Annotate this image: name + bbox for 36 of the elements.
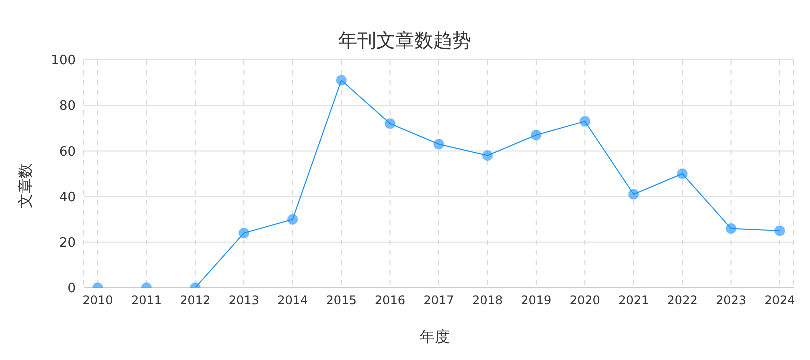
point: [336, 75, 348, 86]
chart-title: 年刊文章数趋势: [338, 29, 472, 54]
point: [530, 130, 542, 141]
y-tick-label: 40: [59, 190, 76, 206]
x-tick-label: 2012: [180, 294, 211, 308]
x-tick-label: 2021: [618, 294, 650, 308]
point: [482, 150, 494, 162]
point: [238, 228, 250, 239]
x-tick-label: 2017: [424, 294, 454, 308]
point: [774, 226, 786, 236]
y-tick-label: 80: [59, 99, 76, 114]
x-tick-label: 2020: [570, 294, 600, 308]
x-tick-label: 2010: [82, 294, 114, 308]
x-tick-label: 2015: [326, 294, 357, 308]
point: [726, 223, 737, 234]
x-tick-label: 2013: [228, 294, 260, 308]
y-tick-label: 100: [51, 54, 76, 69]
x-tick-label: 2016: [375, 294, 406, 308]
point: [628, 189, 640, 200]
x-tick-label: 2023: [716, 294, 747, 308]
point: [677, 168, 688, 180]
point: [434, 138, 444, 150]
x-tick-label: 2019: [521, 294, 552, 308]
x-tick-label: 2011: [131, 294, 162, 308]
y-tick-label: 20: [59, 236, 76, 252]
point: [384, 118, 396, 130]
x-tick-label: 2024: [764, 294, 796, 308]
point: [287, 214, 298, 226]
x-axis-title: 年度: [419, 328, 451, 347]
x-tick-label: 2014: [278, 294, 308, 308]
x-tick-label: 2018: [472, 294, 503, 308]
y-tick-label: 0: [68, 282, 76, 297]
point: [580, 116, 591, 128]
y-tick-label: 60: [59, 144, 76, 160]
x-tick-label: 2022: [667, 294, 698, 308]
y-axis-title: 文章数: [16, 164, 36, 208]
